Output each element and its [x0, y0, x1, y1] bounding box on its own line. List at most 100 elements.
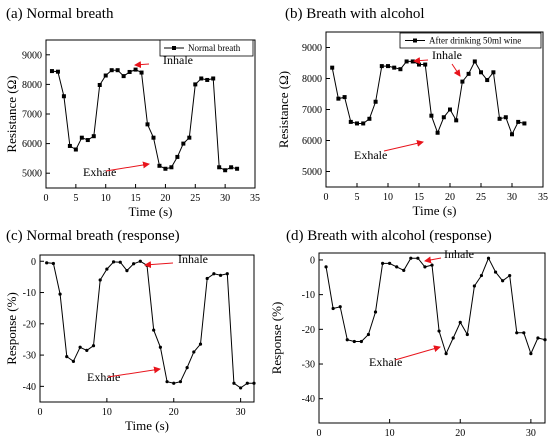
data-point	[125, 269, 129, 273]
data-point	[330, 65, 335, 70]
data-point	[410, 59, 415, 64]
x-tick-label: 10	[385, 428, 395, 439]
data-point	[373, 310, 378, 314]
data-point	[109, 68, 114, 73]
data-point	[45, 261, 49, 265]
data-point	[185, 365, 189, 370]
data-point	[454, 118, 459, 123]
series-line	[51, 69, 238, 171]
legend-box	[159, 39, 254, 57]
x-tick-label: 10	[101, 193, 111, 204]
chart-title: (a) Normal breath	[6, 6, 114, 22]
data-point	[516, 119, 521, 124]
y-tick-label: 9000	[302, 43, 322, 54]
data-point	[67, 143, 72, 148]
data-point	[485, 78, 490, 83]
plot-frame	[45, 39, 256, 189]
x-tick-label: 0	[324, 192, 329, 203]
data-point	[331, 306, 335, 311]
data-point	[85, 138, 90, 143]
y-tick-label: -40	[23, 382, 36, 393]
data-point	[395, 265, 399, 269]
x-tick-label: 20	[455, 428, 465, 439]
x-tick-label: 25	[476, 192, 486, 203]
chart-panel-3: (c) Normal breath (response) 0 10 20 30 0 -10 -…	[4, 228, 256, 433]
data-point	[229, 165, 234, 170]
y-tick-label: 5000	[302, 167, 322, 178]
data-point	[529, 352, 533, 356]
data-point	[133, 67, 138, 72]
legend-label: After drinking 50ml wine	[429, 36, 521, 46]
data-point	[211, 76, 216, 81]
data-point	[355, 121, 359, 126]
data-point	[169, 165, 174, 170]
data-point	[508, 273, 512, 278]
y-tick-label: -20	[23, 319, 36, 330]
data-point	[352, 339, 356, 344]
y-tick-label: 8000	[22, 80, 42, 91]
data-point	[472, 284, 476, 288]
data-point	[359, 339, 363, 344]
x-tick-label: 20	[169, 407, 179, 418]
annotation-arrow	[144, 261, 174, 269]
y-tick-label: -30	[302, 360, 315, 371]
data-point	[245, 381, 249, 385]
y-axis-label: Resistance (Ω)	[4, 75, 19, 152]
data-point	[65, 355, 69, 359]
plot-frame	[318, 252, 546, 424]
data-point	[543, 338, 547, 342]
data-point	[501, 279, 505, 283]
chart-panel-1: (a) Normal breath 0 5 10 15 20 25 30 35 5000 6000 7…	[4, 6, 260, 219]
data-point	[145, 122, 150, 127]
y-tick-label: 8000	[302, 74, 322, 85]
data-point	[441, 115, 446, 120]
legend: Normal breath	[159, 39, 254, 57]
data-point	[324, 265, 328, 269]
data-point	[97, 82, 102, 87]
data-point	[522, 121, 527, 126]
chart-title: (b) Breath with alcohol	[285, 6, 425, 22]
data-point	[193, 82, 198, 87]
data-point	[217, 165, 222, 170]
x-tick-label: 30	[236, 407, 246, 418]
data-point	[225, 272, 229, 276]
data-point	[423, 265, 427, 269]
annotation-arrow	[105, 161, 150, 172]
data-point	[212, 272, 216, 276]
data-point	[437, 329, 441, 333]
chart-panel-2: (b) Breath with alcohol 0 5 10 15 20 25 30 35 500…	[276, 6, 548, 218]
y-tick-label: 6000	[302, 136, 322, 147]
x-tick-label: 35	[250, 193, 260, 204]
annotation-exhale: Exhale	[354, 148, 387, 162]
x-axis-label: Time (s)	[413, 203, 457, 218]
data-point	[178, 380, 183, 384]
data-point	[187, 135, 192, 140]
data-point	[79, 135, 84, 140]
chart-title: (c) Normal breath (response)	[6, 228, 180, 244]
legend: After drinking 50ml wine	[399, 32, 542, 49]
x-axis-label: Time (s)	[125, 418, 169, 433]
data-point	[336, 96, 341, 101]
data-point	[338, 305, 342, 309]
y-tick-label: 7000	[302, 105, 322, 116]
data-point	[235, 166, 240, 171]
data-point	[61, 94, 66, 99]
data-point	[152, 328, 156, 332]
data-point	[409, 256, 413, 260]
annotation-inhale: Inhale	[432, 48, 462, 62]
data-point	[430, 263, 434, 267]
data-point	[497, 116, 502, 121]
x-tick-label: 20	[445, 192, 455, 203]
data-point	[345, 338, 349, 342]
data-point	[165, 380, 169, 384]
data-point	[163, 166, 168, 171]
x-tick-label: 0	[44, 193, 49, 204]
x-tick-label: 30	[526, 428, 536, 439]
data-point	[138, 259, 142, 263]
series-line	[46, 260, 254, 389]
annotation-arrow	[134, 61, 150, 69]
data-point	[386, 64, 390, 69]
data-point	[192, 350, 196, 354]
annotation-inhale: Inhale	[178, 252, 208, 266]
